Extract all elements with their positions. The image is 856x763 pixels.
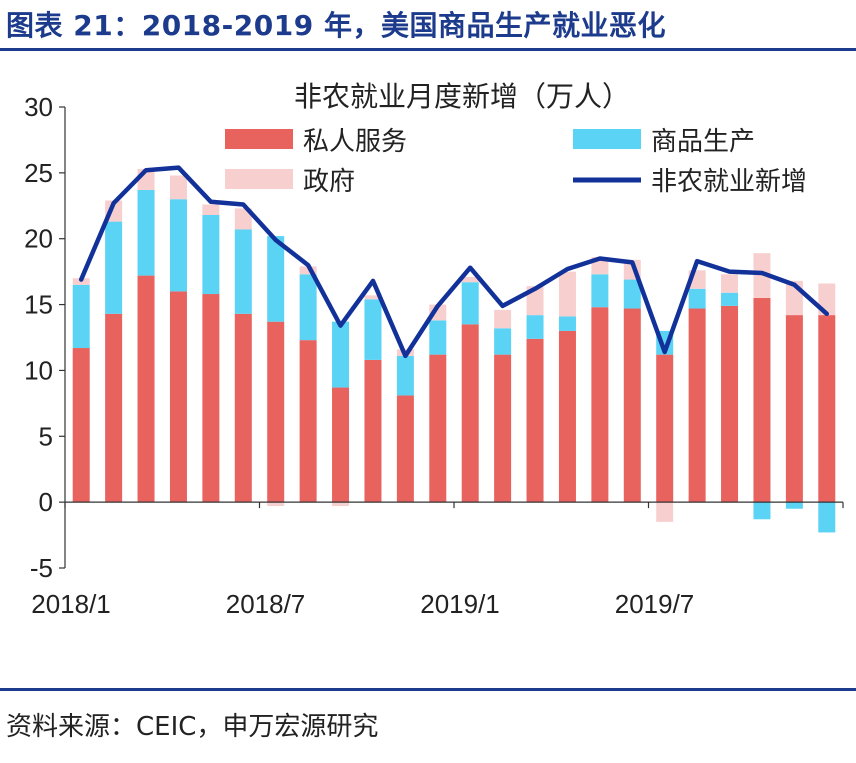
- nonfarm-line: [78, 165, 830, 359]
- bar-goods-producing: [202, 215, 220, 295]
- bar-private-services: [753, 297, 771, 503]
- legend-goods-producing-swatch: [573, 129, 641, 149]
- bar-goods-producing: [137, 189, 155, 276]
- bar-government: [753, 253, 771, 298]
- legend-private-services-swatch: [225, 129, 293, 149]
- bar-private-services: [785, 315, 803, 503]
- bar-government: [299, 266, 317, 275]
- bar-private-services: [591, 307, 609, 503]
- bar-layer: [72, 168, 836, 533]
- y-tick-label: 10: [24, 355, 53, 385]
- bar-private-services: [234, 313, 252, 503]
- bar-private-services: [72, 348, 90, 503]
- page-title: 图表 21：2018-2019 年，美国商品生产就业恶化: [6, 9, 666, 42]
- bar-private-services: [558, 330, 576, 503]
- bar-private-services: [396, 395, 414, 503]
- line-layer: [78, 165, 830, 359]
- bar-private-services: [299, 340, 317, 503]
- bar-government: [656, 502, 674, 522]
- bar-private-services: [526, 338, 544, 503]
- bar-goods-producing: [494, 328, 512, 355]
- bar-goods-producing: [623, 279, 641, 309]
- y-tick-label: -5: [30, 553, 53, 583]
- bar-private-services: [429, 354, 447, 503]
- bar-goods-producing: [364, 299, 382, 360]
- bar-goods-producing: [818, 502, 836, 533]
- legend-private-services-label: 私人服务: [303, 126, 407, 156]
- y-tick-label: 20: [24, 224, 53, 254]
- bar-private-services: [267, 321, 285, 503]
- bar-government: [202, 204, 220, 216]
- bar-private-services: [494, 354, 512, 503]
- bar-government: [721, 274, 739, 293]
- bar-private-services: [202, 294, 220, 503]
- bar-goods-producing: [591, 274, 609, 308]
- footer-divider: [0, 688, 856, 691]
- y-tick-label: 30: [24, 92, 53, 122]
- bar-private-services: [169, 291, 187, 503]
- bar-goods-producing: [396, 355, 414, 396]
- bar-private-services: [105, 313, 123, 503]
- bar-private-services: [656, 354, 674, 503]
- bar-goods-producing: [688, 288, 706, 309]
- bar-government: [169, 175, 187, 200]
- bar-goods-producing: [234, 229, 252, 314]
- chart: -5 0 5 10 15 20 25 30 2018/1 2018/7 2019/1 2019/7 非…: [24, 81, 844, 619]
- bar-private-services: [721, 305, 739, 503]
- bar-goods-producing: [461, 282, 479, 325]
- bar-goods-producing: [169, 199, 187, 292]
- bar-goods-producing: [526, 315, 544, 339]
- x-tick-label: 2018/1: [31, 589, 111, 619]
- bar-private-services: [818, 315, 836, 503]
- x-tick-label: 2019/7: [615, 589, 695, 619]
- bar-goods-producing: [332, 321, 350, 388]
- y-tick-label: 25: [24, 158, 53, 188]
- bar-government: [332, 502, 350, 507]
- bar-goods-producing: [429, 320, 447, 355]
- bar-goods-producing: [299, 274, 317, 341]
- legend-nonfarm-label: 非农就业新增: [651, 166, 807, 196]
- bar-private-services: [623, 308, 641, 503]
- legend-government-label: 政府: [303, 166, 355, 196]
- bar-private-services: [364, 359, 382, 503]
- bar-goods-producing: [558, 316, 576, 331]
- bar-government: [558, 271, 576, 317]
- bar-goods-producing: [721, 292, 739, 306]
- header-divider: [0, 48, 856, 51]
- bar-private-services: [137, 275, 155, 503]
- bar-government: [234, 208, 252, 230]
- bar-private-services: [461, 324, 479, 503]
- bar-goods-producing: [105, 221, 123, 314]
- y-tick-label: 0: [39, 487, 53, 517]
- x-tick-label: 2018/7: [226, 589, 306, 619]
- bar-goods-producing: [753, 502, 771, 520]
- bar-goods-producing: [267, 236, 285, 322]
- legend-government-swatch: [225, 169, 293, 189]
- bar-government: [364, 295, 382, 300]
- bar-private-services: [332, 387, 350, 503]
- legend-goods-producing-label: 商品生产: [651, 126, 755, 156]
- bar-goods-producing: [785, 502, 803, 509]
- y-tick-label: 5: [39, 421, 53, 451]
- source-note: 资料来源：CEIC，申万宏源研究: [6, 712, 379, 742]
- x-tick-label: 2019/1: [420, 589, 500, 619]
- y-tick-label: 15: [24, 290, 53, 320]
- bar-private-services: [688, 308, 706, 503]
- bar-government: [494, 309, 512, 329]
- bar-government: [267, 502, 285, 507]
- bar-goods-producing: [72, 284, 90, 349]
- bar-government: [461, 276, 479, 283]
- chart-title: 非农就业月度新增（万人）: [294, 81, 630, 112]
- axes: -5 0 5 10 15 20 25 30 2018/1 2018/7 2019/1 2019/7: [24, 92, 844, 619]
